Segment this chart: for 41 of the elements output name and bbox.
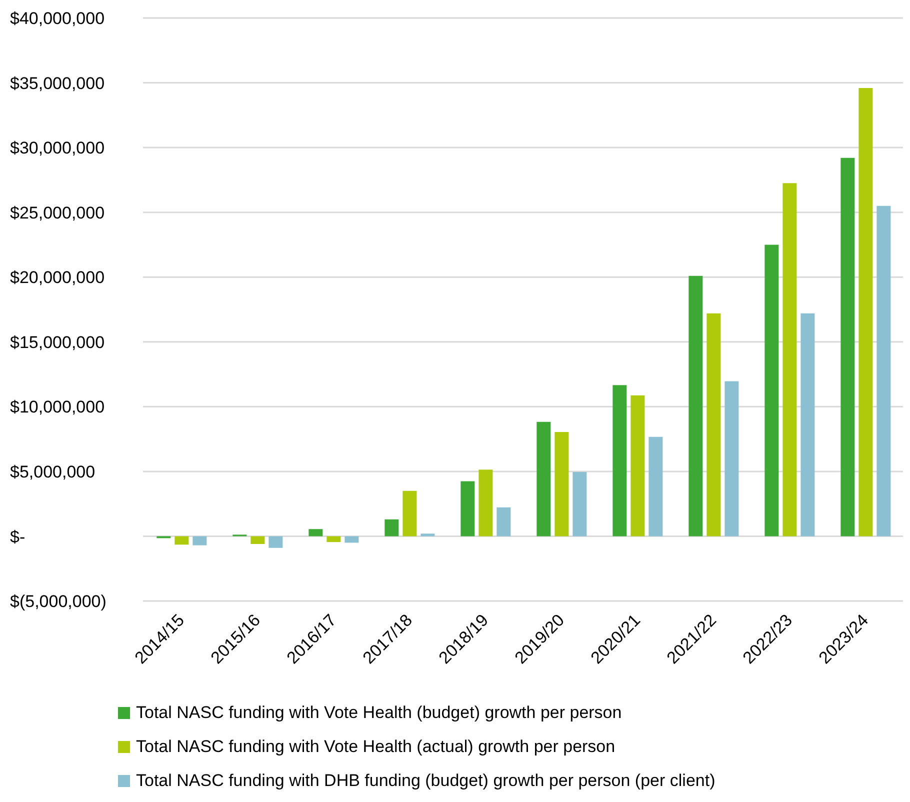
bar xyxy=(554,432,569,536)
y-tick-label: $10,000,000 xyxy=(10,398,105,417)
y-tick-label: $15,000,000 xyxy=(10,332,105,352)
bar xyxy=(496,507,511,536)
y-tick-label: $(5,000,000) xyxy=(10,592,106,612)
bar xyxy=(250,536,265,544)
bar xyxy=(326,536,341,542)
y-tick-label: $30,000,000 xyxy=(10,138,105,158)
legend-label: Total NASC funding with Vote Health (actual) growth per person xyxy=(136,736,616,758)
y-tick-label: $40,000,000 xyxy=(10,9,105,28)
bar xyxy=(648,436,663,536)
bar xyxy=(800,313,815,536)
bar xyxy=(268,536,283,548)
bar xyxy=(384,519,399,536)
bar xyxy=(572,472,587,536)
bar xyxy=(876,206,891,536)
y-tick-label: $5,000,000 xyxy=(10,462,96,482)
bar xyxy=(764,244,779,536)
bar xyxy=(402,490,417,536)
bar xyxy=(344,536,359,543)
bar xyxy=(192,536,207,546)
bar xyxy=(612,385,627,536)
bar xyxy=(536,422,551,536)
y-tick-label: $- xyxy=(10,527,26,546)
bar xyxy=(460,481,475,536)
bar xyxy=(706,313,721,536)
bar xyxy=(308,529,323,536)
bar xyxy=(688,276,703,536)
bar xyxy=(478,470,493,536)
y-tick-label: $35,000,000 xyxy=(10,74,105,93)
bar xyxy=(630,395,645,536)
bar xyxy=(724,381,739,536)
bar xyxy=(174,536,189,545)
bar xyxy=(782,183,797,536)
bar xyxy=(858,88,873,536)
bar xyxy=(420,534,435,536)
y-tick-label: $20,000,000 xyxy=(10,268,105,288)
legend-label: Total NASC funding with Vote Health (budget) growth per person xyxy=(136,702,622,724)
bar xyxy=(840,158,855,536)
y-tick-label: $25,000,000 xyxy=(10,203,105,222)
legend-label: Total NASC funding with DHB funding (budget) growth per person (per client) xyxy=(136,770,716,792)
